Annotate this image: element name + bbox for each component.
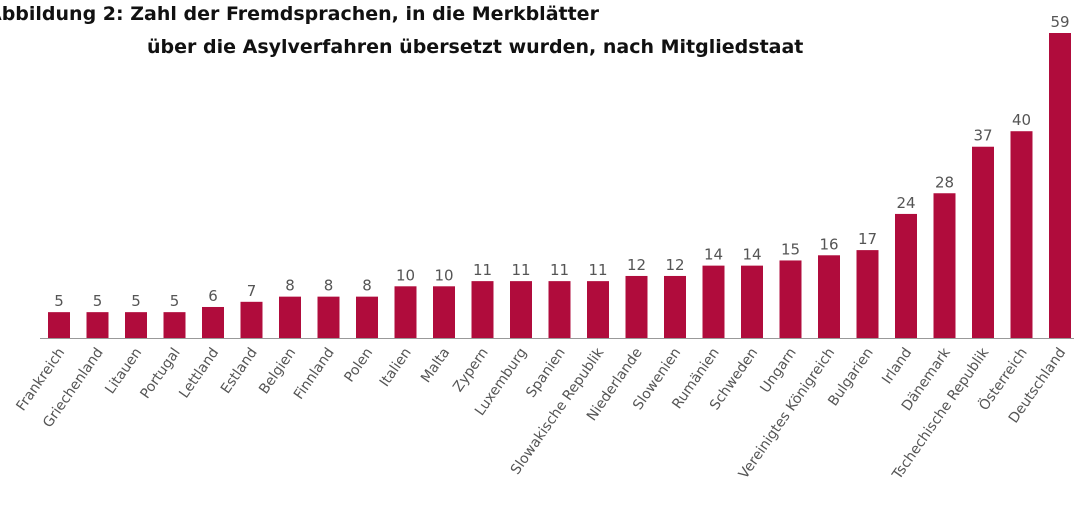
bar <box>1010 131 1033 338</box>
bar <box>856 250 879 338</box>
x-tick-label: Irland <box>879 345 915 387</box>
value-label: 28 <box>935 173 954 191</box>
x-tick-label: Polen <box>341 345 376 385</box>
bar <box>1049 33 1071 338</box>
bar <box>48 312 70 338</box>
value-label: 14 <box>704 246 723 264</box>
value-label: 7 <box>247 282 257 300</box>
bar <box>741 265 763 338</box>
bar <box>471 281 494 338</box>
value-label: 6 <box>208 287 218 305</box>
value-label: 15 <box>781 240 800 258</box>
value-label: 11 <box>588 261 607 279</box>
bar <box>510 281 532 338</box>
x-tick-label: Zypern <box>450 345 492 395</box>
value-label: 5 <box>93 292 103 310</box>
value-label: 37 <box>973 127 992 145</box>
x-tick-label: Malta <box>418 345 453 386</box>
value-label: 11 <box>550 261 569 279</box>
value-label: 14 <box>742 246 761 264</box>
value-label: 5 <box>170 292 180 310</box>
value-label: 16 <box>819 235 838 253</box>
bar <box>394 286 417 338</box>
bar <box>279 296 301 338</box>
bar <box>125 312 147 338</box>
bar <box>433 286 455 338</box>
value-label: 17 <box>858 230 877 248</box>
value-label: 10 <box>396 266 415 284</box>
chart-title: Abbildung 2: Zahl der Fremdsprachen, in … <box>0 3 600 25</box>
bar <box>548 281 571 338</box>
value-label: 8 <box>324 277 334 295</box>
bar <box>163 312 186 338</box>
bar <box>202 306 224 338</box>
value-label: 5 <box>131 292 141 310</box>
value-label: 12 <box>665 256 684 274</box>
value-label: 59 <box>1050 13 1069 31</box>
bar <box>933 193 956 338</box>
x-tick-label: Estland <box>218 345 261 397</box>
bar <box>972 146 994 338</box>
value-label: 40 <box>1012 111 1031 129</box>
x-tick-label: Ungarn <box>757 345 799 396</box>
value-label: 8 <box>362 277 372 295</box>
bar <box>702 265 725 338</box>
chart-title: über die Asylverfahren übersetzt wurden,… <box>147 36 803 58</box>
bar <box>86 312 109 338</box>
x-tick-label: Lettland <box>176 345 222 401</box>
x-tick-label: Italien <box>377 345 415 390</box>
value-label: 8 <box>285 277 295 295</box>
bar <box>317 296 340 338</box>
bar <box>356 296 378 338</box>
bar <box>818 255 840 338</box>
bar <box>664 275 686 338</box>
bar <box>625 275 648 338</box>
value-label: 24 <box>896 194 915 212</box>
value-label: 12 <box>627 256 646 274</box>
bar <box>779 260 802 338</box>
value-label: 11 <box>473 261 492 279</box>
bar <box>895 213 917 338</box>
value-label: 11 <box>511 261 530 279</box>
value-label: 10 <box>434 266 453 284</box>
value-label: 5 <box>54 292 64 310</box>
bar <box>240 301 263 338</box>
bar <box>587 281 609 338</box>
